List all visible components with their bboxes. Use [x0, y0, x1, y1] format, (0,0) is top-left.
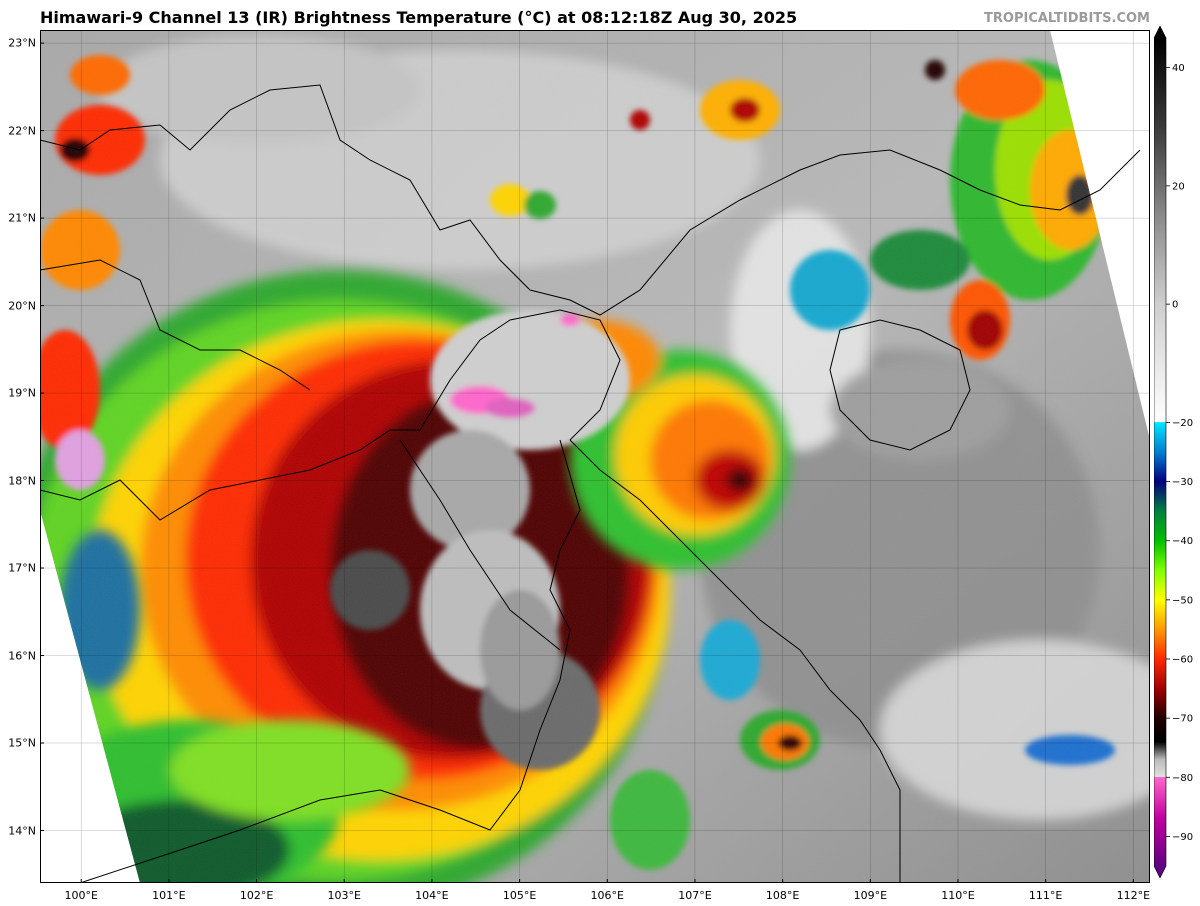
- lon-tick-label: 107°E: [678, 889, 712, 902]
- axis-ticks: [40, 42, 1134, 883]
- colorbar-tick-label: 0: [1172, 300, 1178, 311]
- lon-tick-label: 112°E: [1116, 889, 1151, 902]
- colorbar-tick-label: 20: [1172, 181, 1185, 192]
- lat-tick-label: 14°N: [8, 824, 36, 837]
- lon-tick-label: 103°E: [327, 889, 361, 902]
- lat-tick-label: 15°N: [8, 736, 36, 750]
- colorbar-tick-label: −50: [1172, 595, 1193, 606]
- colorbar-tick-label: −60: [1172, 655, 1193, 666]
- lon-tick-label: 110°E: [941, 889, 975, 902]
- lat-tick-label: 20°N: [8, 299, 36, 313]
- lon-tick-label: 109°E: [853, 889, 888, 902]
- lat-tick-label: 22°N: [8, 124, 36, 138]
- lat-tick-label: 21°N: [8, 211, 36, 225]
- lon-tick-label: 111°E: [1028, 889, 1063, 902]
- lon-tick-label: 105°E: [502, 889, 537, 902]
- lat-tick-label: 16°N: [8, 649, 36, 663]
- lat-tick-label: 18°N: [8, 474, 36, 488]
- map-frame: [40, 30, 1150, 883]
- satellite-map[interactable]: [40, 30, 1150, 883]
- lon-tick-label: 100°E: [64, 889, 98, 902]
- colorbar-tick-label: −30: [1172, 477, 1193, 488]
- colorbar-tick-label: −20: [1172, 418, 1193, 429]
- map-title: Himawari-9 Channel 13 (IR) Brightness Te…: [40, 8, 798, 27]
- lon-tick-label: 108°E: [765, 889, 800, 902]
- lat-tick-label: 23°N: [8, 36, 36, 50]
- colorbar-scale: [1154, 26, 1167, 879]
- colorbar-tick-label: −80: [1172, 773, 1193, 784]
- credit-watermark: TROPICALTIDBITS.COM: [984, 11, 1150, 26]
- colorbar-tick-label: −90: [1172, 832, 1193, 843]
- colorbar: 40 20 0 −20 −30 −40 −50 −60 −70 −80 −90: [1154, 26, 1193, 879]
- colorbar-ticks: 40 20 0 −20 −30 −40 −50 −60 −70 −80 −90: [1166, 63, 1193, 843]
- lon-tick-label: 101°E: [152, 889, 186, 902]
- colorbar-tick-label: −40: [1172, 536, 1193, 547]
- lat-lon-grid: [40, 30, 1150, 883]
- lat-tick-label: 17°N: [8, 561, 36, 575]
- lon-tick-label: 102°E: [239, 889, 274, 902]
- ir-imagery: [40, 30, 1150, 883]
- lon-tick-label: 104°E: [415, 889, 449, 902]
- lon-tick-label: 106°E: [590, 889, 624, 902]
- coastlines-borders: [40, 84, 1141, 883]
- lat-tick-label: 19°N: [8, 386, 36, 400]
- colorbar-tick-label: −70: [1172, 714, 1193, 725]
- colorbar-tick-label: 40: [1172, 63, 1185, 74]
